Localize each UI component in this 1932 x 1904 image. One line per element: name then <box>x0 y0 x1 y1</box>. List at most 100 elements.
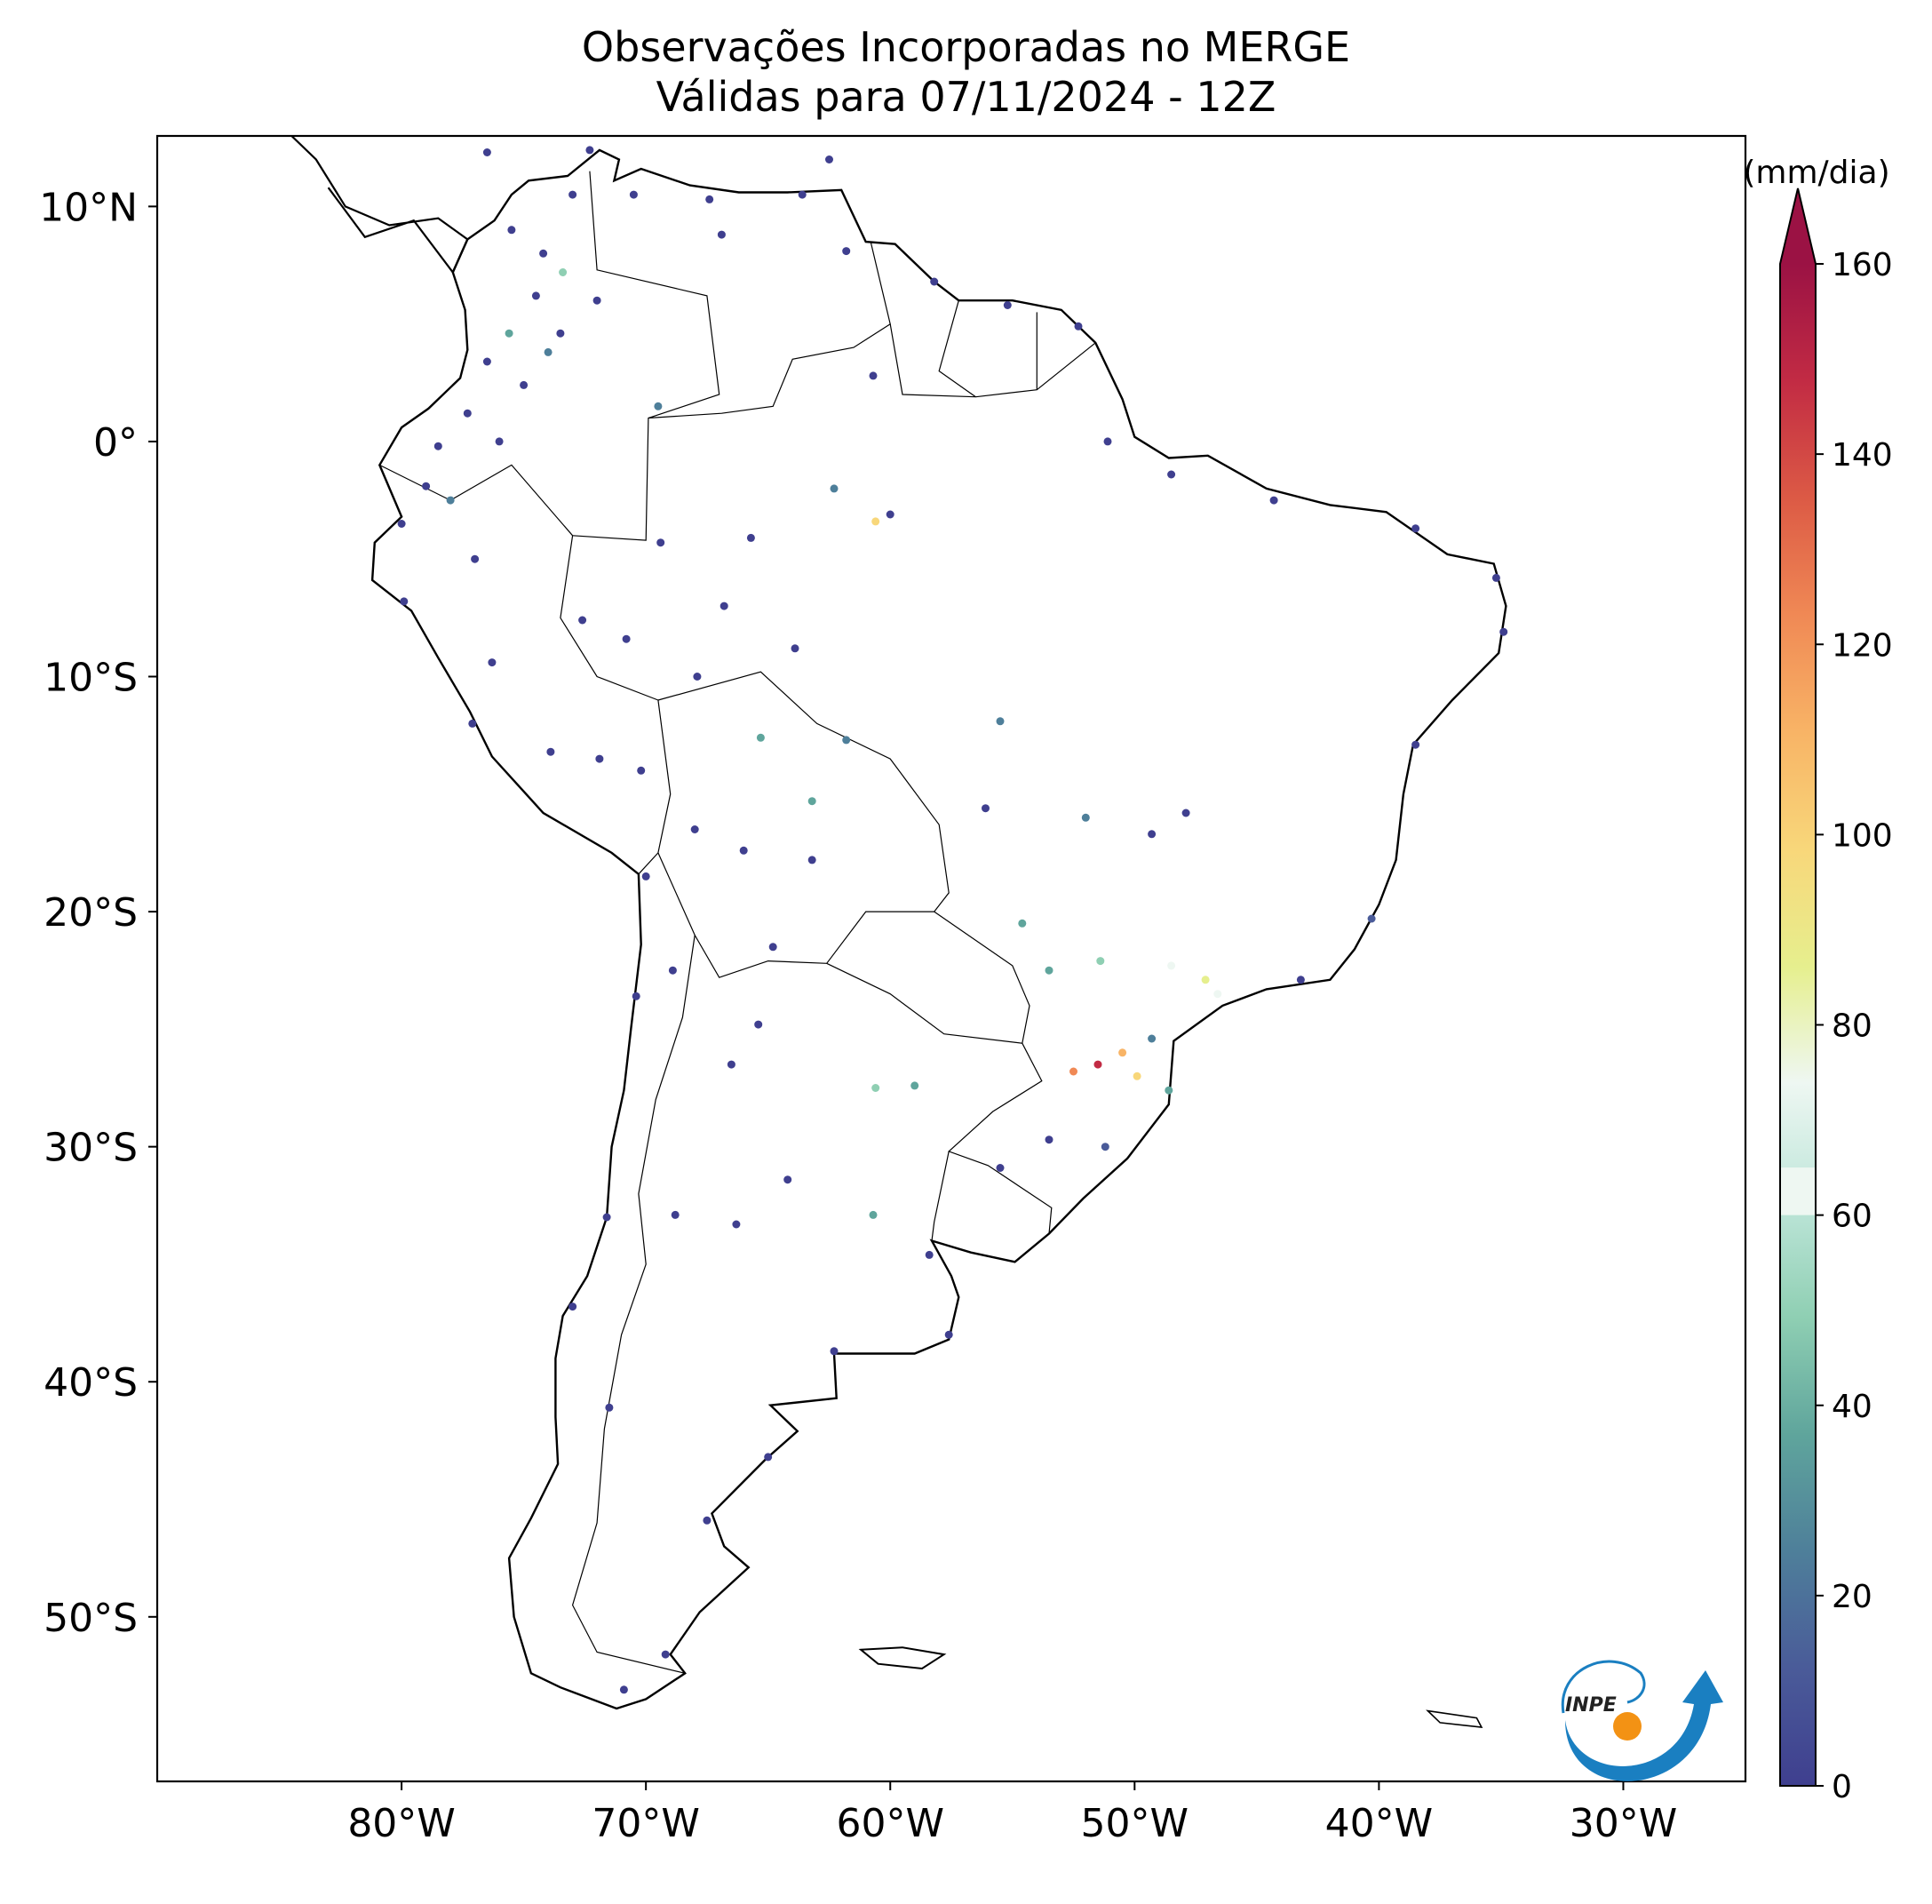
station-point <box>1167 961 1176 970</box>
station-point <box>1367 914 1376 923</box>
station-point <box>468 719 477 728</box>
colorbar-white-band <box>1780 1167 1816 1215</box>
station-point <box>1074 322 1083 331</box>
station-point <box>1096 957 1105 966</box>
lat-tick-label: 50°S <box>44 1596 138 1641</box>
station-point <box>1213 990 1222 999</box>
lat-tick-label: 10°S <box>44 656 138 701</box>
station-point <box>422 482 431 490</box>
station-point <box>482 148 491 156</box>
station-point <box>705 195 714 203</box>
lat-tick-label: 10°N <box>39 185 138 230</box>
colorbar-tick-label: 140 <box>1832 437 1893 474</box>
station-point <box>756 733 765 742</box>
station-point <box>727 1060 735 1069</box>
station-point <box>671 1210 680 1219</box>
colorbar-outline <box>1779 187 1817 1787</box>
logo-arrow-icon <box>1565 1670 1723 1781</box>
station-point <box>632 992 640 1000</box>
station-point <box>505 329 513 338</box>
station-point <box>1296 976 1305 984</box>
station-point <box>768 943 777 952</box>
station-point <box>871 1084 880 1092</box>
station-point <box>539 249 548 258</box>
station-point <box>585 146 594 155</box>
station-point <box>568 1303 577 1311</box>
station-point <box>654 402 663 410</box>
station-point <box>1269 496 1278 505</box>
station-point <box>544 347 553 356</box>
station-point <box>910 1081 919 1090</box>
lat-tick-label: 20°S <box>44 890 138 936</box>
station-point <box>602 1213 611 1222</box>
station-point <box>556 329 565 338</box>
station-point <box>830 484 839 493</box>
map-area <box>290 136 1508 1729</box>
country-border <box>931 1151 950 1241</box>
lon-tick-label: 80°W <box>347 1801 456 1846</box>
station-point <box>595 754 604 763</box>
station-point <box>690 825 699 833</box>
station-point <box>1201 976 1210 984</box>
colorbar-unit-label: (mm/dia) <box>1743 155 1889 191</box>
station-point <box>764 1453 773 1462</box>
station-point <box>791 644 799 653</box>
country-border <box>379 464 574 537</box>
station-point <box>732 1220 741 1229</box>
station-point <box>605 1403 614 1412</box>
colorbar-tick-label: 160 <box>1832 247 1893 283</box>
south-georgia-island <box>1426 1709 1483 1729</box>
station-point <box>703 1516 712 1525</box>
map-frame <box>155 134 1747 1783</box>
station-point <box>739 846 748 855</box>
station-point <box>1499 627 1508 636</box>
station-point <box>720 601 728 610</box>
station-point <box>1045 966 1053 975</box>
axis-ticks: 80°W 70°W 60°W 50°W 40°W 30°W 10°N 0° 10°S 20°S 30… <box>39 185 1677 1846</box>
lon-tick-label: 30°W <box>1570 1801 1678 1846</box>
station-point <box>1181 809 1190 817</box>
station-point <box>1411 524 1420 533</box>
station-point <box>637 766 646 775</box>
station-point <box>1103 437 1112 446</box>
station-point <box>433 442 442 450</box>
chart-title-line-1: Observações Incorporadas no MERGE <box>581 23 1351 71</box>
station-point <box>1165 1086 1173 1095</box>
colorbar-tick-label: 100 <box>1832 817 1893 854</box>
station-point <box>1148 1034 1157 1043</box>
logo-orbit-line <box>1561 1660 1646 1714</box>
country-border <box>938 300 976 398</box>
inpe-logo: INPE <box>1561 1660 1723 1781</box>
station-point <box>629 190 638 199</box>
station-point <box>446 496 455 505</box>
station-point <box>622 634 631 643</box>
country-border <box>572 171 720 541</box>
colorbar: (mm/dia) 0 20 40 60 80 100 120 140 160 <box>1743 155 1892 1805</box>
station-point <box>869 371 878 380</box>
station-point <box>1118 1048 1127 1057</box>
station-point <box>641 872 650 880</box>
central-america-coastline <box>290 136 469 275</box>
station-point <box>886 510 894 519</box>
station-point <box>825 155 833 163</box>
colorbar-tick-label: 20 <box>1832 1579 1872 1615</box>
station-point <box>925 1250 934 1259</box>
station-point <box>982 804 990 813</box>
logo-text: INPE <box>1565 1694 1617 1717</box>
station-point <box>1081 813 1090 822</box>
station-point <box>783 1175 792 1184</box>
station-point <box>1045 1135 1053 1144</box>
station-point <box>1069 1067 1077 1076</box>
station-point <box>619 1685 628 1694</box>
station-point <box>944 1330 953 1339</box>
colorbar-tick-label: 60 <box>1832 1199 1872 1235</box>
station-point <box>1003 301 1012 309</box>
country-border <box>571 935 696 1674</box>
colorbar-extend-arrow <box>1780 188 1816 264</box>
station-point <box>507 226 516 235</box>
station-point <box>568 190 577 199</box>
chart-title-line-2: Válidas para 07/11/2024 - 12Z <box>656 73 1276 121</box>
station-point <box>693 673 702 681</box>
station-point <box>842 736 851 745</box>
station-point <box>1093 1060 1102 1069</box>
